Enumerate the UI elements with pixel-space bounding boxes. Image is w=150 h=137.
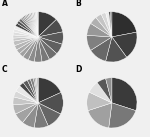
Wedge shape xyxy=(34,103,48,128)
Wedge shape xyxy=(30,78,38,103)
Wedge shape xyxy=(38,32,63,44)
Wedge shape xyxy=(27,13,38,37)
Wedge shape xyxy=(24,16,38,37)
Wedge shape xyxy=(109,12,112,37)
Wedge shape xyxy=(87,23,112,37)
Wedge shape xyxy=(87,35,112,50)
Wedge shape xyxy=(87,92,112,111)
Wedge shape xyxy=(38,12,56,37)
Wedge shape xyxy=(38,92,63,114)
Wedge shape xyxy=(26,14,38,37)
Text: D: D xyxy=(75,65,82,74)
Wedge shape xyxy=(19,37,38,57)
Wedge shape xyxy=(101,13,112,37)
Wedge shape xyxy=(106,12,112,37)
Wedge shape xyxy=(23,37,38,60)
Wedge shape xyxy=(32,12,38,37)
Wedge shape xyxy=(16,103,38,123)
Wedge shape xyxy=(17,21,38,37)
Wedge shape xyxy=(23,103,38,128)
Wedge shape xyxy=(110,12,112,37)
Wedge shape xyxy=(13,97,38,105)
Text: A: A xyxy=(2,0,8,8)
Wedge shape xyxy=(89,82,112,103)
Wedge shape xyxy=(21,17,38,37)
Wedge shape xyxy=(14,29,38,37)
Wedge shape xyxy=(29,13,38,37)
Wedge shape xyxy=(38,103,61,126)
Wedge shape xyxy=(38,37,62,54)
Wedge shape xyxy=(106,78,112,103)
Wedge shape xyxy=(22,16,38,37)
Wedge shape xyxy=(17,37,38,54)
Wedge shape xyxy=(38,37,50,62)
Wedge shape xyxy=(96,14,112,37)
Wedge shape xyxy=(33,78,38,103)
Wedge shape xyxy=(109,103,136,128)
Wedge shape xyxy=(112,78,137,111)
Wedge shape xyxy=(37,12,38,37)
Wedge shape xyxy=(25,15,38,37)
Wedge shape xyxy=(38,37,57,59)
Wedge shape xyxy=(38,78,61,103)
Wedge shape xyxy=(30,13,38,37)
Wedge shape xyxy=(112,12,136,37)
Wedge shape xyxy=(14,91,38,103)
Wedge shape xyxy=(88,103,112,128)
Wedge shape xyxy=(27,79,38,103)
Wedge shape xyxy=(97,79,112,103)
Wedge shape xyxy=(13,37,38,46)
Wedge shape xyxy=(91,18,112,37)
Wedge shape xyxy=(19,18,38,37)
Text: C: C xyxy=(2,65,7,74)
Wedge shape xyxy=(16,86,38,103)
Wedge shape xyxy=(106,37,127,62)
Wedge shape xyxy=(13,37,38,41)
Text: B: B xyxy=(75,0,81,8)
Wedge shape xyxy=(35,12,38,37)
Wedge shape xyxy=(13,35,38,38)
Wedge shape xyxy=(14,26,38,37)
Wedge shape xyxy=(33,12,38,37)
Wedge shape xyxy=(15,23,38,37)
Wedge shape xyxy=(13,32,38,37)
Wedge shape xyxy=(35,78,38,103)
Wedge shape xyxy=(20,83,38,103)
Wedge shape xyxy=(112,32,137,57)
Wedge shape xyxy=(13,103,38,114)
Wedge shape xyxy=(37,78,38,103)
Wedge shape xyxy=(15,37,38,50)
Wedge shape xyxy=(28,37,38,62)
Wedge shape xyxy=(23,80,38,103)
Wedge shape xyxy=(34,37,42,62)
Wedge shape xyxy=(91,37,112,61)
Wedge shape xyxy=(38,20,63,37)
